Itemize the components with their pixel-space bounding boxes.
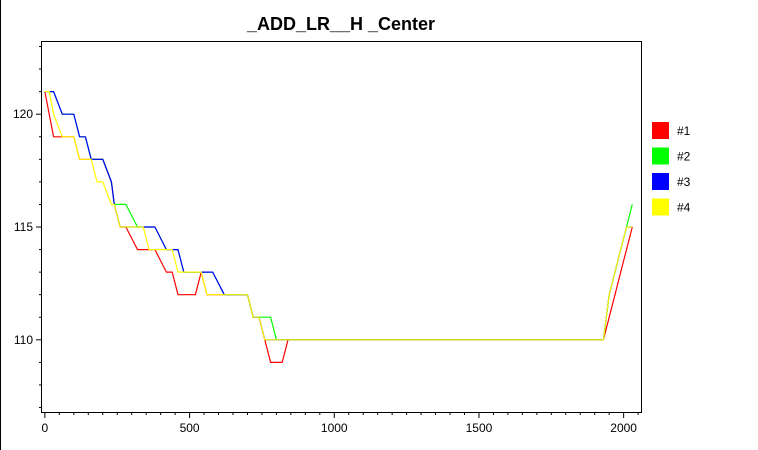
legend-label-4: #4	[677, 201, 691, 215]
chart-title: _ADD_LR__H _Center	[246, 14, 435, 34]
series-line-4	[44, 90, 633, 341]
legend-swatch-4	[652, 198, 669, 216]
legend-label-1: #1	[677, 124, 691, 138]
x-tick-label: 1000	[321, 421, 348, 435]
x-tick-label: 1500	[466, 421, 493, 435]
legend-swatch-2	[652, 147, 669, 165]
legend-label-2: #2	[677, 150, 691, 164]
legend: #1 #2 #3 #4	[652, 122, 691, 216]
x-tick-label: 2000	[610, 421, 637, 435]
y-tick-label: 110	[14, 333, 33, 347]
legend-swatch-3	[652, 173, 669, 190]
y-tick-label: 120	[13, 107, 33, 121]
legend-label-3: #3	[677, 175, 691, 189]
x-tick-label: 500	[180, 421, 200, 435]
y-tick-label: 115	[14, 220, 33, 234]
x-tick-label: 0	[42, 421, 49, 435]
legend-swatch-1	[652, 122, 669, 139]
axes-layer: 0 500 1000 1500 2000 110 115 120	[13, 46, 639, 435]
series-layer	[44, 90, 633, 363]
